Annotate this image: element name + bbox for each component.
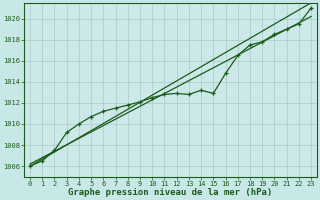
X-axis label: Graphe pression niveau de la mer (hPa): Graphe pression niveau de la mer (hPa) [68, 188, 273, 197]
